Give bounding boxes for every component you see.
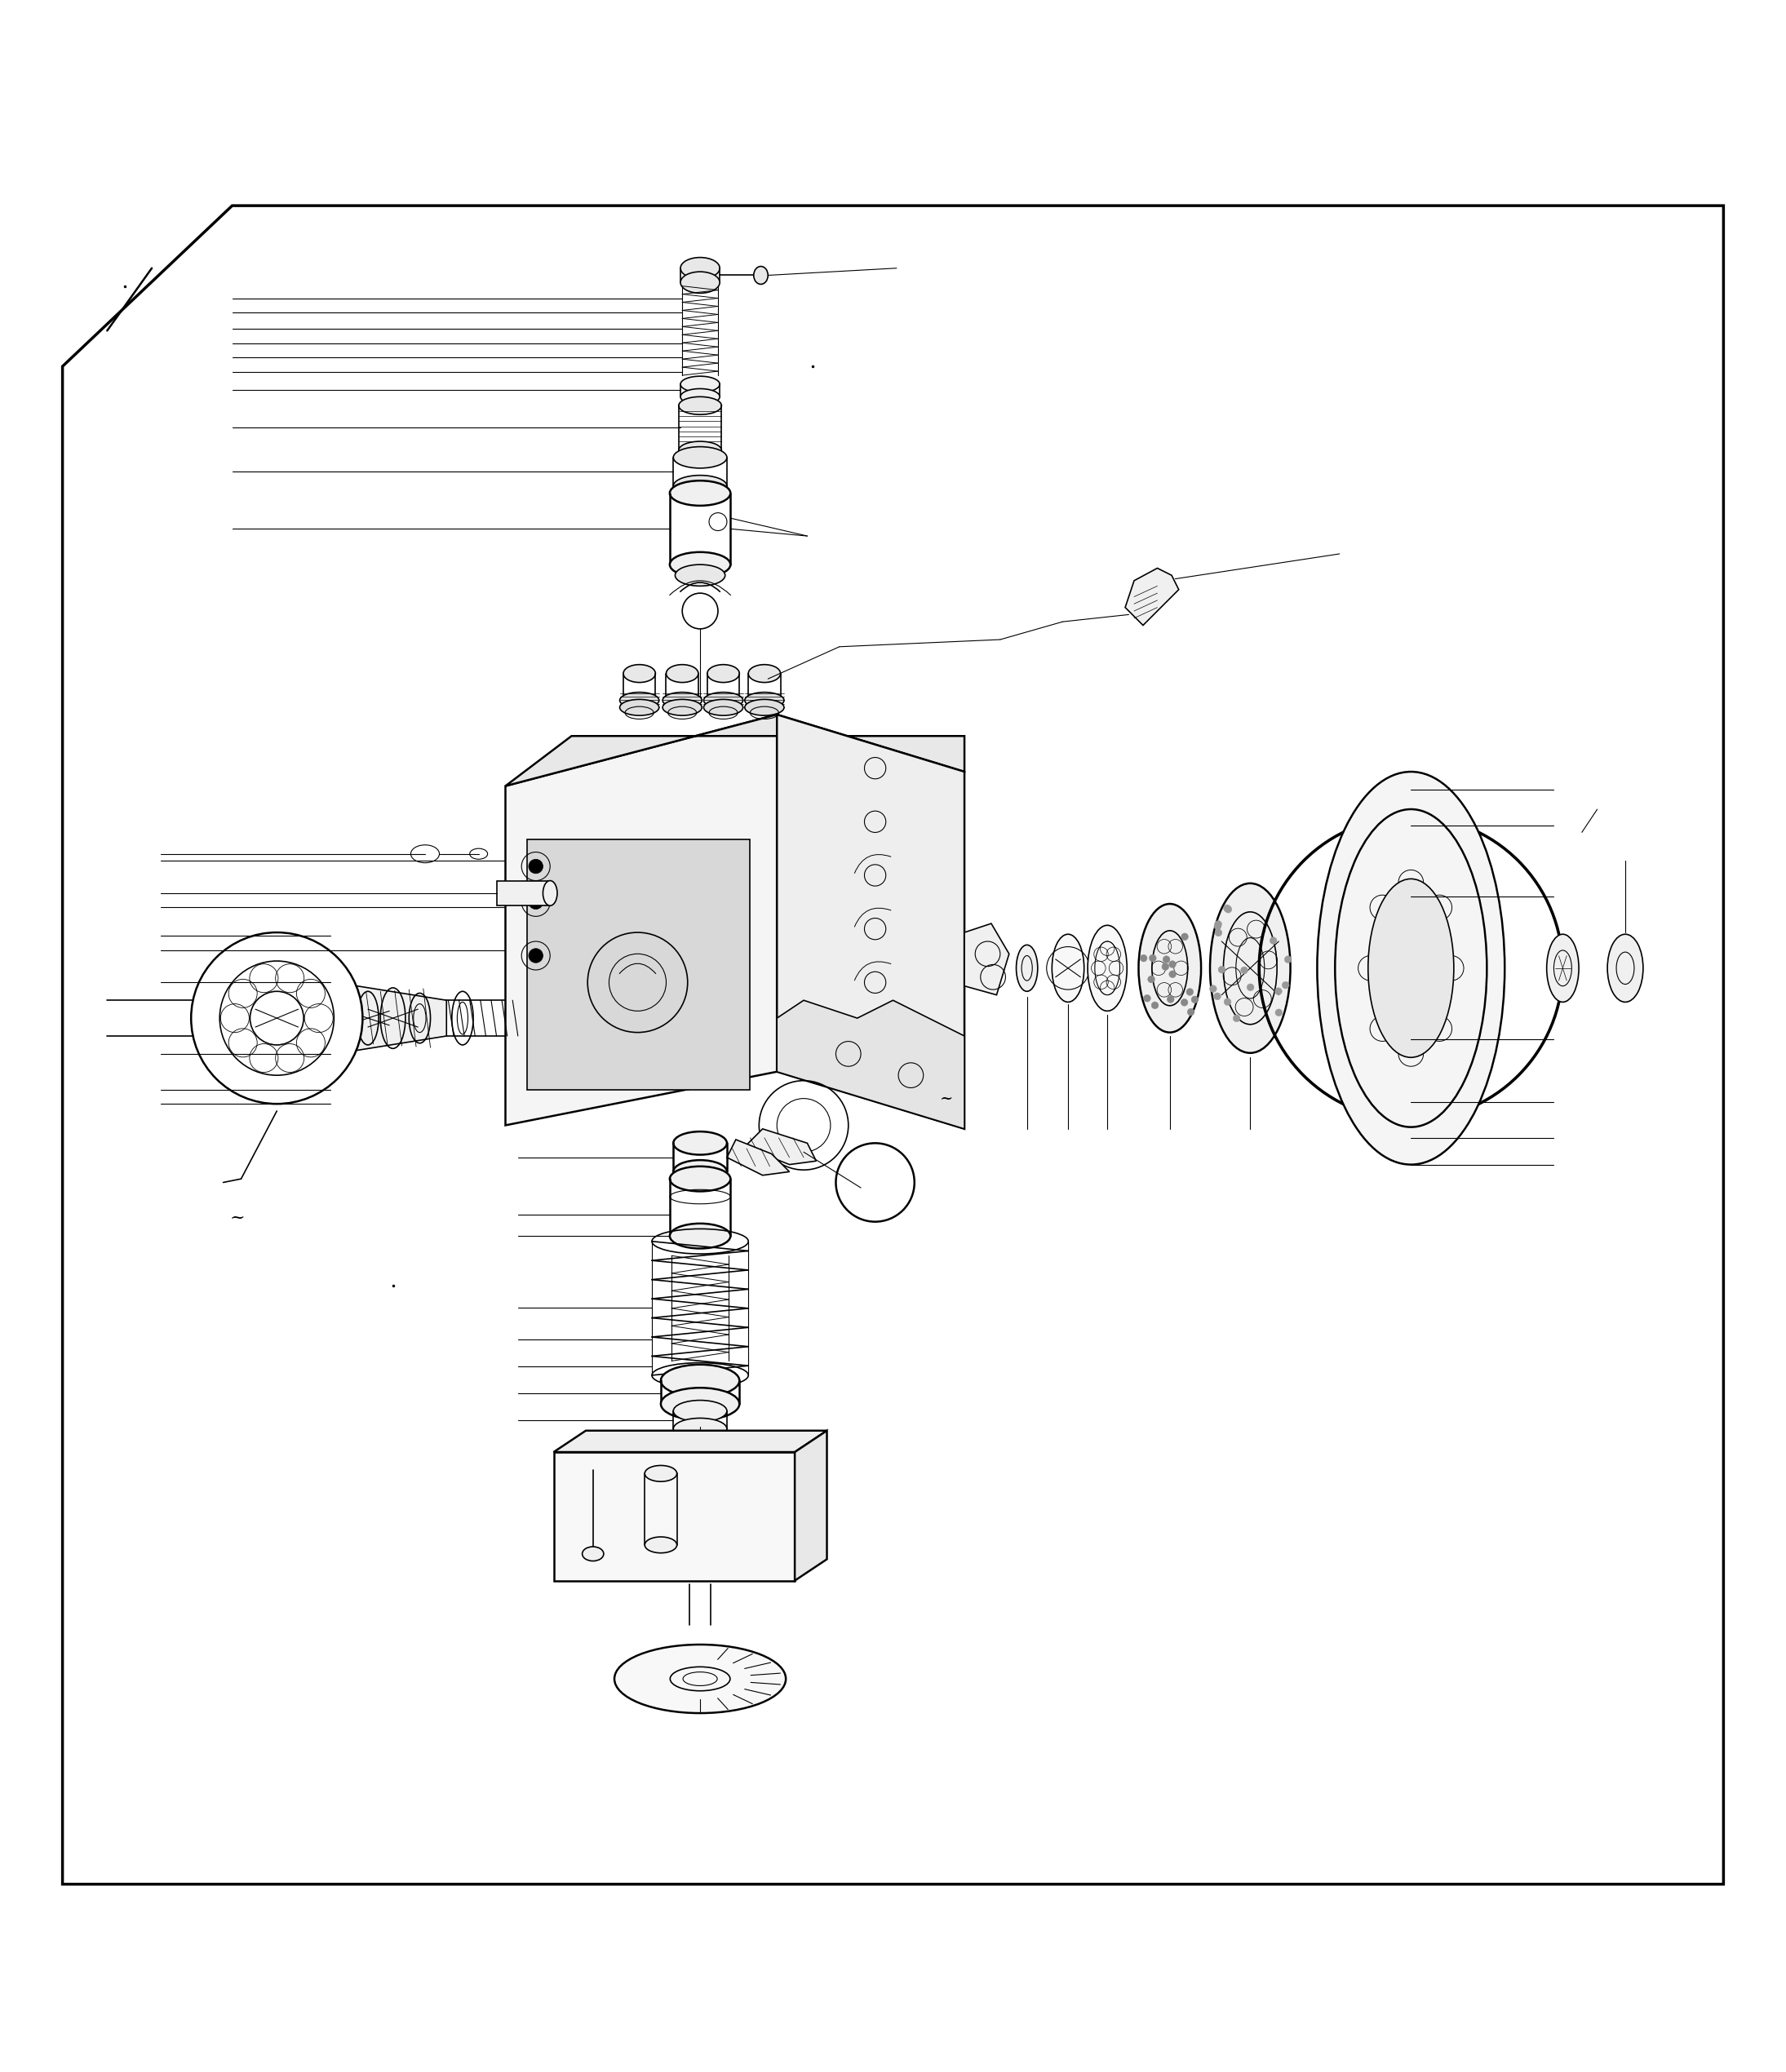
Ellipse shape: [670, 1222, 730, 1249]
Circle shape: [1270, 937, 1277, 945]
Ellipse shape: [745, 692, 784, 709]
Polygon shape: [527, 839, 750, 1090]
Ellipse shape: [620, 692, 659, 709]
Ellipse shape: [673, 448, 727, 468]
Circle shape: [1218, 966, 1225, 974]
Circle shape: [1139, 955, 1147, 961]
Bar: [497, 881, 550, 905]
Ellipse shape: [623, 665, 655, 682]
Circle shape: [1168, 961, 1175, 968]
Ellipse shape: [707, 665, 739, 682]
Polygon shape: [777, 1001, 964, 1129]
Polygon shape: [554, 1430, 827, 1452]
Circle shape: [1186, 988, 1193, 995]
Polygon shape: [745, 1129, 816, 1164]
Circle shape: [529, 949, 543, 963]
Ellipse shape: [543, 881, 557, 905]
Ellipse shape: [704, 700, 743, 715]
Ellipse shape: [680, 377, 720, 392]
Circle shape: [1148, 955, 1156, 961]
Ellipse shape: [663, 700, 702, 715]
Ellipse shape: [670, 551, 730, 578]
Circle shape: [191, 932, 363, 1104]
Ellipse shape: [1607, 934, 1643, 1003]
Circle shape: [1225, 905, 1232, 914]
Polygon shape: [964, 924, 1009, 995]
Ellipse shape: [1016, 945, 1038, 990]
Circle shape: [1214, 992, 1222, 1001]
Polygon shape: [286, 986, 446, 1051]
Ellipse shape: [661, 1365, 739, 1397]
Ellipse shape: [645, 1465, 677, 1481]
Circle shape: [1152, 1001, 1159, 1009]
Ellipse shape: [614, 1645, 786, 1714]
Circle shape: [1181, 932, 1188, 941]
Polygon shape: [505, 715, 777, 1125]
Polygon shape: [795, 1430, 827, 1581]
Ellipse shape: [582, 1546, 604, 1560]
Ellipse shape: [675, 564, 725, 586]
Circle shape: [1232, 1015, 1239, 1021]
Ellipse shape: [1088, 926, 1127, 1011]
Ellipse shape: [1211, 883, 1289, 1053]
Circle shape: [1214, 922, 1222, 930]
Circle shape: [1223, 999, 1231, 1005]
Ellipse shape: [679, 396, 722, 414]
Ellipse shape: [670, 481, 730, 506]
Ellipse shape: [620, 700, 659, 715]
Circle shape: [1223, 905, 1231, 912]
Ellipse shape: [680, 257, 720, 280]
Circle shape: [1163, 963, 1170, 970]
Text: ~: ~: [939, 1092, 954, 1106]
Circle shape: [1181, 999, 1188, 1007]
Circle shape: [1148, 976, 1156, 982]
Ellipse shape: [679, 441, 722, 460]
Circle shape: [1143, 995, 1150, 1003]
Ellipse shape: [1052, 934, 1084, 1003]
Circle shape: [1247, 984, 1254, 990]
Ellipse shape: [673, 1160, 727, 1183]
Polygon shape: [63, 205, 1723, 1883]
Ellipse shape: [754, 267, 768, 284]
Circle shape: [1275, 1009, 1282, 1015]
Ellipse shape: [663, 692, 702, 709]
Ellipse shape: [1318, 771, 1504, 1164]
Ellipse shape: [661, 1388, 739, 1419]
Ellipse shape: [680, 271, 720, 292]
Ellipse shape: [673, 474, 727, 497]
Ellipse shape: [666, 665, 698, 682]
Ellipse shape: [670, 1167, 730, 1191]
Circle shape: [1170, 970, 1177, 978]
Circle shape: [1214, 920, 1222, 928]
Polygon shape: [777, 715, 964, 1129]
Circle shape: [1214, 928, 1222, 937]
Circle shape: [1163, 955, 1170, 963]
Circle shape: [1209, 984, 1216, 992]
Circle shape: [1241, 968, 1248, 974]
Polygon shape: [1125, 568, 1179, 626]
Circle shape: [529, 860, 543, 874]
Ellipse shape: [704, 692, 743, 709]
Circle shape: [1282, 982, 1289, 988]
Ellipse shape: [673, 1417, 727, 1440]
Ellipse shape: [673, 1131, 727, 1154]
Circle shape: [1191, 997, 1198, 1003]
Ellipse shape: [680, 390, 720, 404]
Circle shape: [1284, 955, 1291, 963]
Ellipse shape: [1547, 934, 1579, 1003]
Polygon shape: [727, 1140, 789, 1175]
Circle shape: [529, 895, 543, 910]
Ellipse shape: [645, 1537, 677, 1552]
Ellipse shape: [1139, 903, 1200, 1032]
Ellipse shape: [745, 700, 784, 715]
Circle shape: [1166, 997, 1173, 1003]
Bar: [554, 1452, 795, 1581]
Circle shape: [1188, 1009, 1195, 1015]
Polygon shape: [505, 715, 964, 785]
Ellipse shape: [748, 665, 780, 682]
Circle shape: [1275, 988, 1282, 995]
Ellipse shape: [673, 1401, 727, 1421]
Ellipse shape: [1368, 879, 1454, 1057]
Text: ~: ~: [230, 1210, 245, 1227]
